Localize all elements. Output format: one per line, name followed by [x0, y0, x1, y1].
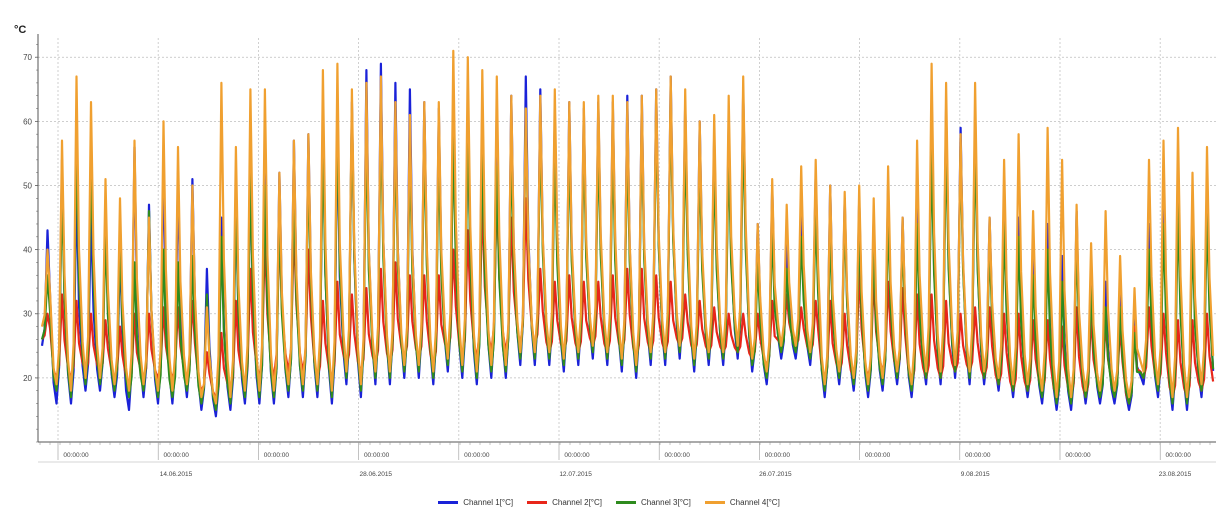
- series-lines: [40, 49, 1215, 418]
- y-tick-label: 50: [23, 181, 32, 190]
- legend-swatch: [438, 501, 459, 504]
- y-axis-label: °C: [14, 24, 26, 36]
- legend-swatch: [527, 501, 548, 504]
- x-time-label: 00:00:00: [564, 452, 590, 459]
- legend-item: Channel 3[°C]: [616, 498, 691, 507]
- legend-swatch: [704, 501, 725, 504]
- y-tick-label: 40: [23, 246, 32, 255]
- x-date-label: 26.07.2015: [759, 471, 792, 478]
- x-time-label: 00:00:00: [765, 452, 791, 459]
- legend-label: Channel 1[°C]: [463, 498, 514, 507]
- legend-swatch: [616, 501, 636, 504]
- x-date-label: 28.06.2015: [360, 471, 393, 478]
- legend-label: Channel 4[°C]: [729, 498, 780, 507]
- x-time-label: 00:00:00: [63, 452, 89, 459]
- x-time-label: 00:00:00: [665, 452, 691, 459]
- legend-item: Channel 4[°C]: [704, 498, 780, 507]
- x-date-label: 9.08.2015: [961, 471, 990, 478]
- x-time-label: 00:00:00: [1065, 452, 1091, 459]
- legend-label: Channel 3[°C]: [641, 498, 691, 507]
- y-tick-label: 70: [23, 53, 32, 62]
- y-ticks: 20 30 40 50 60 70: [23, 44, 38, 443]
- x-time-label: 00:00:00: [264, 452, 290, 459]
- x-date-label: 23.08.2015: [1159, 471, 1192, 478]
- legend-item: Channel 2[°C]: [527, 498, 602, 507]
- x-date-label: 14.06.2015: [160, 471, 193, 478]
- x-time-label: 00:00:00: [965, 452, 991, 459]
- y-tick-label: 30: [23, 310, 32, 319]
- legend-label: Channel 2[°C]: [552, 498, 602, 507]
- axes: [37, 34, 1216, 463]
- x-time-label: 00:00:00: [1166, 452, 1192, 459]
- y-tick-label: 60: [23, 117, 32, 126]
- x-time-label: 00:00:00: [865, 452, 891, 459]
- legend-item: Channel 1[°C]: [438, 498, 513, 507]
- x-ticks: 00:00:00 00:00:00 00:00:00 00:00:00 00:00:00…: [39, 442, 1211, 478]
- x-date-label: 12.07.2015: [559, 471, 592, 478]
- y-tick-label: 20: [23, 374, 32, 383]
- x-time-label: 00:00:00: [164, 452, 190, 459]
- series-line-2: [41, 184, 1215, 405]
- x-time-label: 00:00:00: [364, 452, 390, 459]
- legend: Channel 1[°C] Channel 2[°C] Channel 3[°C] C…: [0, 498, 1218, 507]
- series-line-4: [40, 49, 1215, 405]
- x-time-label: 00:00:00: [464, 452, 490, 459]
